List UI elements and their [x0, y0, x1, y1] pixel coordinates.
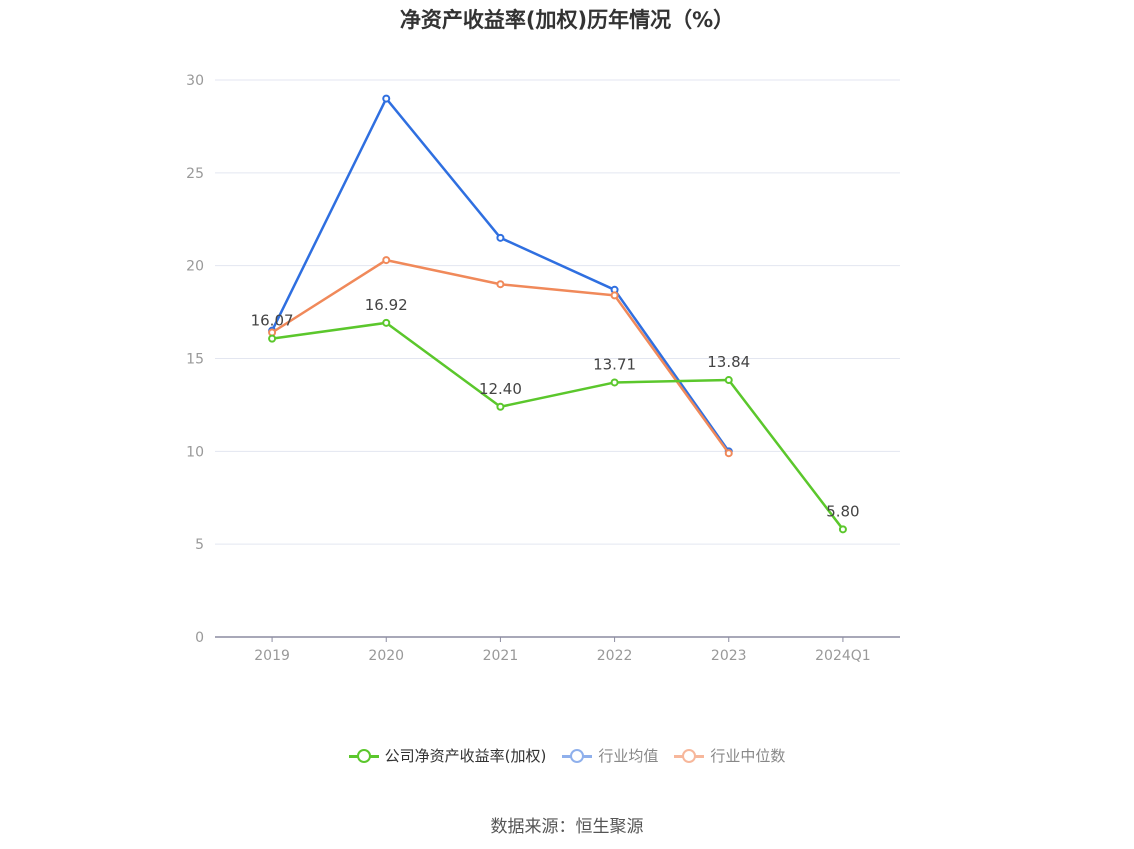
series-line-industry-mean	[270, 97, 730, 453]
data-label: 16.07	[251, 312, 294, 330]
x-tick-label: 2020	[368, 648, 404, 664]
legend-marker-industry-mean	[562, 748, 593, 763]
series-line-industry-median	[271, 258, 730, 454]
legend-marker-company	[348, 748, 379, 763]
y-tick-label: 5	[195, 537, 204, 553]
data-label: 13.71	[593, 355, 636, 373]
data-point-company	[610, 378, 619, 387]
legend-item-company[interactable]: 公司净资产收益率(加权)	[348, 745, 547, 766]
legend-label-industry-median: 行业中位数	[710, 747, 786, 765]
data-point-industry-median	[610, 291, 619, 300]
data-point-company	[382, 318, 391, 327]
x-tick-label: 2023	[711, 648, 747, 664]
x-tick-label: 2022	[597, 648, 633, 664]
data-source: 数据来源：恒生聚源	[490, 817, 644, 837]
y-tick-label: 25	[186, 166, 204, 182]
chart-title: 净资产收益率(加权)历年情况（%）	[399, 8, 735, 32]
data-point-company	[724, 376, 733, 385]
data-label: 13.84	[707, 353, 750, 371]
data-point-industry-median	[724, 449, 733, 458]
x-tick-label: 2019	[254, 648, 290, 664]
data-point-industry-median	[268, 328, 277, 337]
y-tick-label: 20	[186, 259, 204, 275]
data-point-company	[268, 334, 277, 343]
data-point-industry-median	[496, 280, 505, 289]
data-point-industry-median	[382, 256, 391, 265]
y-tick-label: 10	[186, 444, 204, 460]
data-label: 12.40	[479, 380, 522, 398]
data-label: 16.92	[365, 296, 408, 314]
data-point-industry-mean	[382, 94, 391, 103]
data-point-company	[838, 525, 847, 534]
data-point-company	[496, 402, 505, 411]
data-point-industry-mean	[496, 233, 505, 242]
series-line-company	[271, 321, 844, 531]
y-tick-label: 0	[195, 630, 204, 646]
legend-marker-industry-median	[674, 748, 705, 763]
legend-label-company: 公司净资产收益率(加权)	[384, 747, 547, 765]
x-tick-label: 2024Q1	[815, 648, 871, 664]
legend-label-industry-mean: 行业均值	[598, 747, 659, 765]
chart-legend: 公司净资产收益率(加权) 行业均值 行业中位数	[0, 745, 1134, 766]
y-tick-label: 15	[186, 352, 204, 368]
legend-item-industry-mean[interactable]: 行业均值	[562, 745, 658, 766]
x-tick-label: 2021	[483, 648, 519, 664]
legend-item-industry-median[interactable]: 行业中位数	[674, 745, 785, 766]
y-tick-label: 30	[186, 73, 204, 89]
data-label: 5.80	[826, 502, 859, 520]
